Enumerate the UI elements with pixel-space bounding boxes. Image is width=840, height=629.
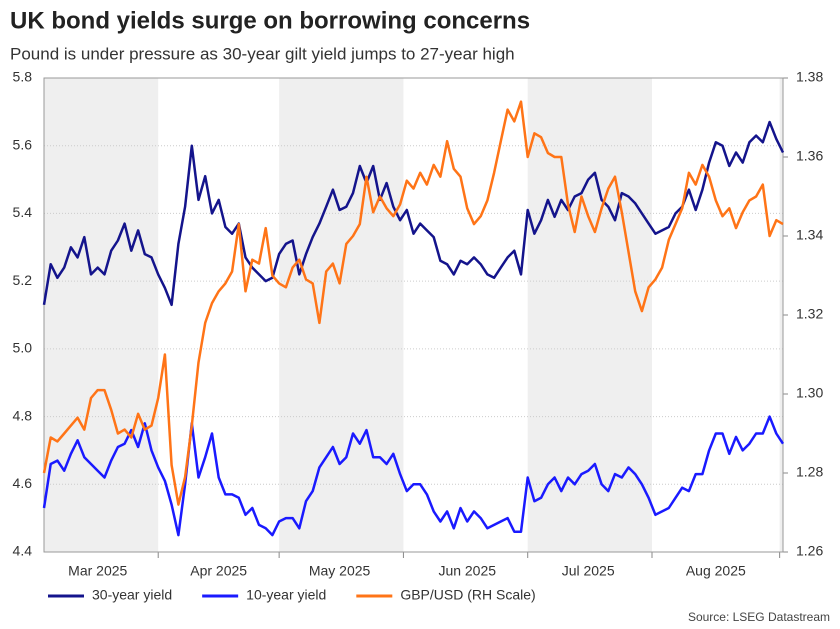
x-tick-label: Aug 2025 (686, 563, 746, 579)
chart-subtitle: Pound is under pressure as 30-year gilt … (10, 44, 515, 63)
y-tick-label: 5.0 (13, 340, 33, 356)
y-tick-label: 5.4 (13, 204, 33, 220)
y2-tick-label: 1.32 (796, 306, 823, 322)
y-tick-label: 4.4 (13, 543, 33, 559)
series-line (42, 100, 784, 506)
month-band (527, 78, 652, 552)
y2-tick-label: 1.38 (796, 69, 823, 85)
y2-tick-label: 1.36 (796, 148, 823, 164)
legend-label: 30-year yield (92, 587, 172, 603)
x-tick-label: Jul 2025 (562, 563, 615, 579)
y-tick-label: 5.8 (13, 69, 33, 85)
y2-tick-label: 1.30 (796, 385, 823, 401)
y-tick-label: 4.6 (13, 475, 33, 491)
series-line (42, 120, 785, 307)
y-tick-label: 4.8 (13, 407, 33, 423)
y2-tick-label: 1.34 (796, 227, 823, 243)
chart-title: UK bond yields surge on borrowing concer… (10, 7, 530, 34)
x-tick-label: Mar 2025 (68, 563, 127, 579)
legend-label: 10-year yield (246, 587, 326, 603)
month-band (279, 78, 404, 552)
month-band (44, 78, 159, 552)
y-tick-label: 5.6 (13, 136, 33, 152)
source-note: Source: LSEG Datastream (688, 610, 830, 624)
y2-tick-label: 1.26 (796, 543, 823, 559)
legend-label: GBP/USD (RH Scale) (400, 587, 535, 603)
month-band (779, 78, 783, 552)
plot-frame (43, 77, 784, 553)
series-line (42, 415, 785, 537)
x-tick-label: Jun 2025 (438, 563, 496, 579)
y2-tick-label: 1.28 (796, 464, 823, 480)
y-tick-label: 5.2 (13, 272, 33, 288)
x-tick-label: Apr 2025 (190, 563, 247, 579)
x-tick-label: May 2025 (309, 563, 371, 579)
